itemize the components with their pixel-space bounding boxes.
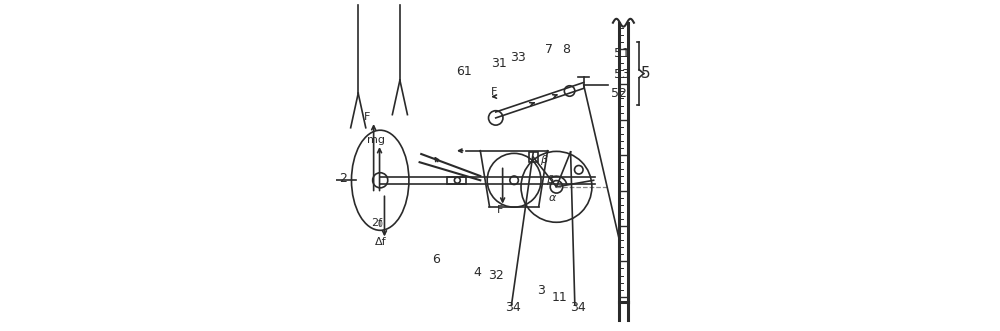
Text: mg: mg xyxy=(367,135,385,145)
Text: α: α xyxy=(549,193,556,203)
Text: 51: 51 xyxy=(614,47,630,60)
Text: 11: 11 xyxy=(552,291,568,304)
Text: 8: 8 xyxy=(562,43,570,57)
Text: 61: 61 xyxy=(456,66,472,78)
Text: 2f: 2f xyxy=(371,218,382,228)
Text: F: F xyxy=(491,87,498,97)
Text: 31: 31 xyxy=(491,57,507,70)
Text: 0: 0 xyxy=(377,219,382,228)
Text: 3: 3 xyxy=(537,284,545,297)
Text: 53: 53 xyxy=(614,68,630,81)
Text: 33: 33 xyxy=(510,51,526,64)
Text: F: F xyxy=(364,112,370,122)
Text: F: F xyxy=(497,205,504,215)
Bar xyxy=(447,177,466,184)
Text: 7: 7 xyxy=(545,43,553,57)
Text: 4: 4 xyxy=(473,266,481,279)
Text: 32: 32 xyxy=(489,269,504,282)
Text: 34: 34 xyxy=(570,301,585,314)
Text: 5: 5 xyxy=(641,66,650,81)
Text: 34: 34 xyxy=(505,301,521,314)
Text: β: β xyxy=(540,155,547,165)
Text: 2: 2 xyxy=(339,172,347,185)
Text: β: β xyxy=(546,175,553,185)
Text: Δf: Δf xyxy=(375,237,386,247)
Text: 6: 6 xyxy=(432,253,440,265)
Text: 52: 52 xyxy=(611,87,627,100)
Bar xyxy=(529,153,538,162)
